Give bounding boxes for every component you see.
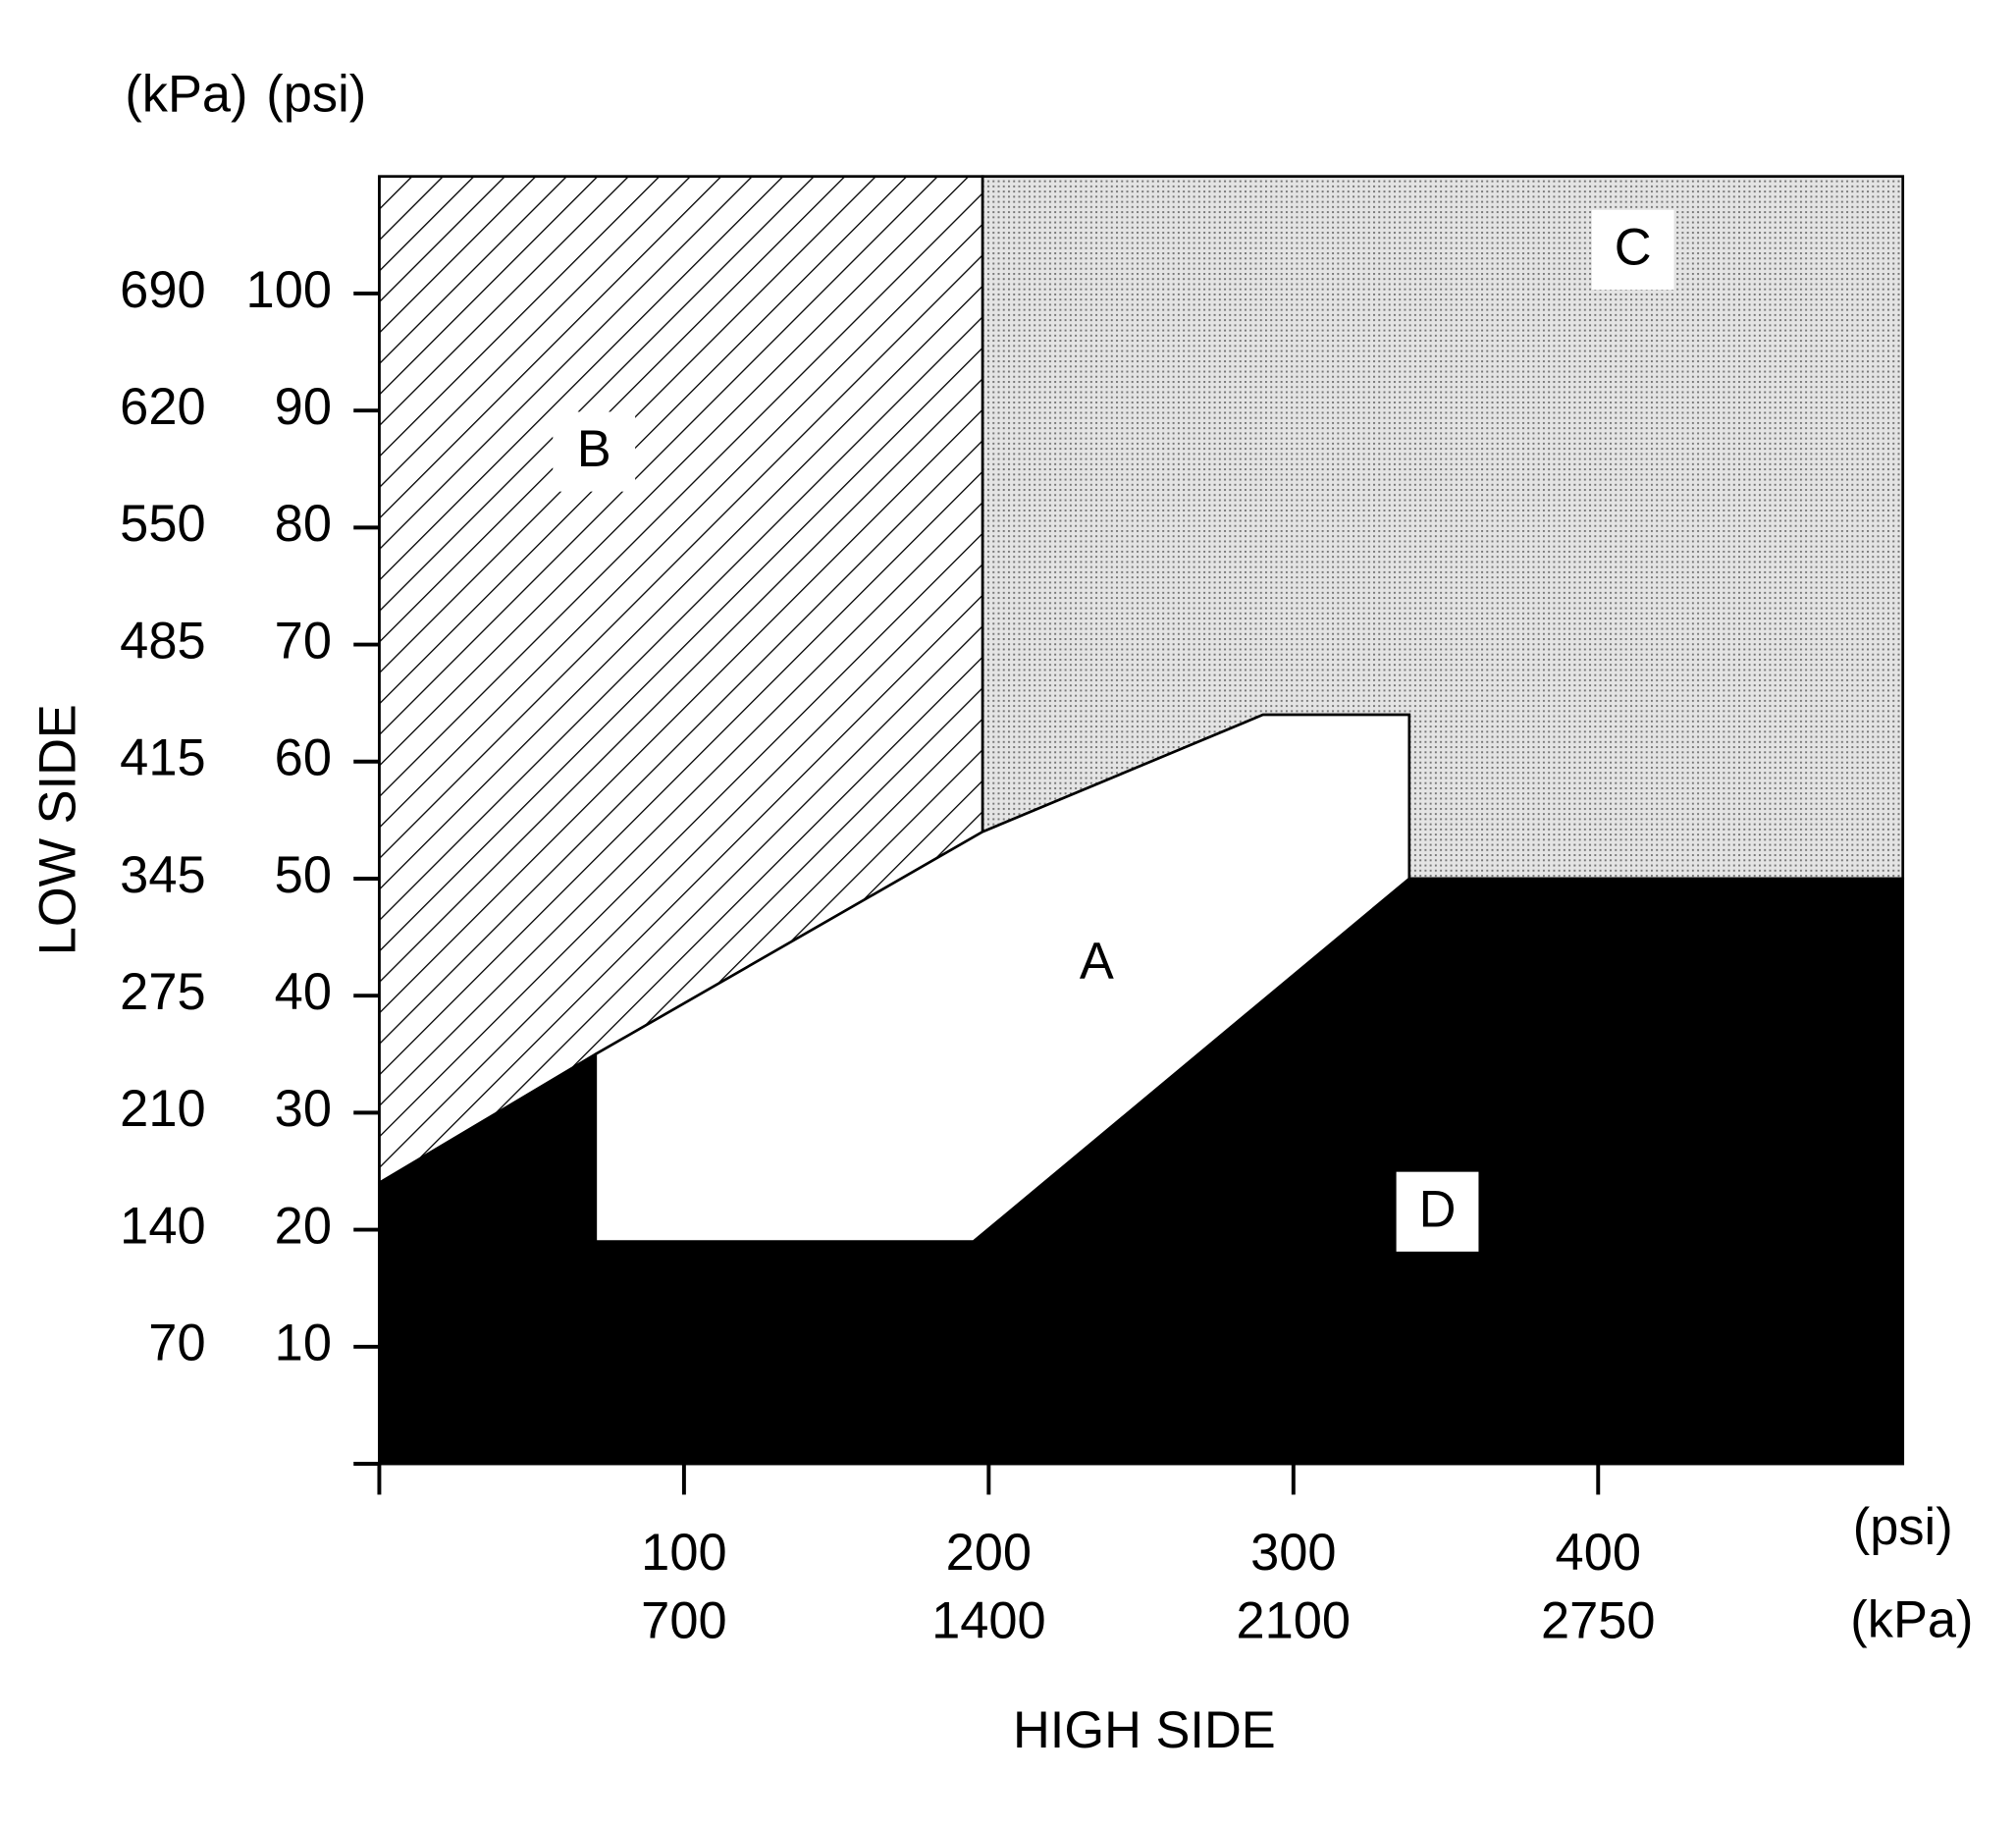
y-kpa-label: 345 <box>120 847 205 904</box>
region-label: D <box>1419 1181 1457 1238</box>
y-tick-label: 100 <box>246 262 332 319</box>
region-label: B <box>577 421 611 478</box>
plot-frame <box>378 175 1905 1466</box>
y-tick-label: 40 <box>275 964 332 1021</box>
x-tick-label: 300 <box>1250 1525 1336 1582</box>
x-unit-kpa: (kPa) <box>1850 1591 1973 1648</box>
x-tick-label: 100 <box>641 1525 726 1582</box>
y-tick-label: 80 <box>275 496 332 553</box>
y-kpa-label: 415 <box>120 730 205 787</box>
x-tick-label: 400 <box>1556 1525 1641 1582</box>
x-unit-psi: (psi) <box>1853 1499 1953 1556</box>
label-box <box>1396 1171 1479 1252</box>
y-tick-label: 50 <box>275 847 332 904</box>
y-tick-label: 90 <box>275 379 332 436</box>
y-tick-label: 20 <box>275 1198 332 1255</box>
y-kpa-label: 620 <box>120 379 205 436</box>
y-unit-psi: (psi) <box>266 67 366 124</box>
region-label: A <box>1080 934 1114 991</box>
y-kpa-label: 690 <box>120 262 205 319</box>
region <box>594 713 1411 1243</box>
label-box <box>1591 209 1674 291</box>
y-axis-title: LOW SIDE <box>30 704 87 955</box>
region-label: C <box>1615 220 1652 277</box>
x-tick-label: 200 <box>946 1525 1032 1582</box>
x-kpa-label: 2100 <box>1237 1593 1352 1650</box>
y-tick-label: 60 <box>275 730 332 787</box>
y-kpa-label: 550 <box>120 496 205 553</box>
x-kpa-label: 700 <box>641 1593 726 1650</box>
y-tick-label: 30 <box>275 1081 332 1138</box>
y-kpa-label: 140 <box>120 1198 205 1255</box>
x-axis-title: HIGH SIDE <box>1013 1702 1276 1759</box>
y-kpa-label: 70 <box>148 1316 205 1372</box>
y-unit-kpa: (kPa) <box>125 67 247 124</box>
label-box <box>553 411 636 492</box>
x-kpa-label: 1400 <box>931 1593 1046 1650</box>
y-tick-label: 70 <box>275 613 332 670</box>
y-kpa-label: 275 <box>120 964 205 1021</box>
x-kpa-label: 2750 <box>1541 1593 1656 1650</box>
y-kpa-label: 485 <box>120 613 205 670</box>
y-kpa-label: 210 <box>120 1081 205 1138</box>
y-tick-label: 10 <box>275 1316 332 1372</box>
